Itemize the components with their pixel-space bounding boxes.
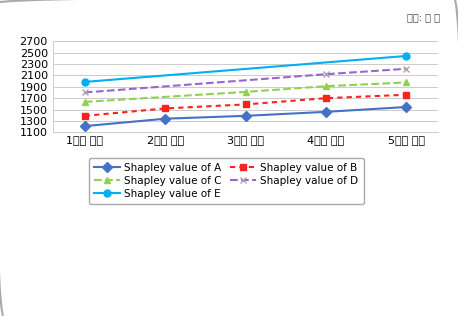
Shapley value of B bbox=[163, 106, 168, 110]
Shapley value of C bbox=[323, 84, 329, 88]
Shapley value of D bbox=[82, 91, 87, 94]
Shapley value of B bbox=[403, 93, 409, 97]
Shapley value of D bbox=[323, 72, 329, 76]
Shapley value of C bbox=[243, 90, 248, 94]
Shapley value of D bbox=[403, 67, 409, 71]
Shapley value of A bbox=[82, 124, 87, 128]
Shapley value of A bbox=[403, 105, 409, 109]
Shapley value of A bbox=[243, 114, 248, 118]
Line: Shapley value of C: Shapley value of C bbox=[82, 79, 410, 105]
Legend: Shapley value of A, Shapley value of C, Shapley value of E, Shapley value of B, : Shapley value of A, Shapley value of C, … bbox=[89, 158, 364, 204]
Line: Shapley value of B: Shapley value of B bbox=[82, 91, 410, 119]
Line: Shapley value of D: Shapley value of D bbox=[82, 65, 410, 96]
Text: 단위: 만 원: 단위: 만 원 bbox=[407, 13, 440, 23]
Shapley value of B bbox=[323, 96, 329, 100]
Shapley value of A bbox=[163, 117, 168, 121]
Shapley value of C bbox=[82, 100, 87, 104]
Shapley value of A bbox=[323, 110, 329, 114]
Shapley value of B bbox=[82, 114, 87, 118]
Shapley value of C bbox=[403, 81, 409, 84]
Line: Shapley value of A: Shapley value of A bbox=[82, 104, 410, 130]
Shapley value of B bbox=[243, 103, 248, 106]
